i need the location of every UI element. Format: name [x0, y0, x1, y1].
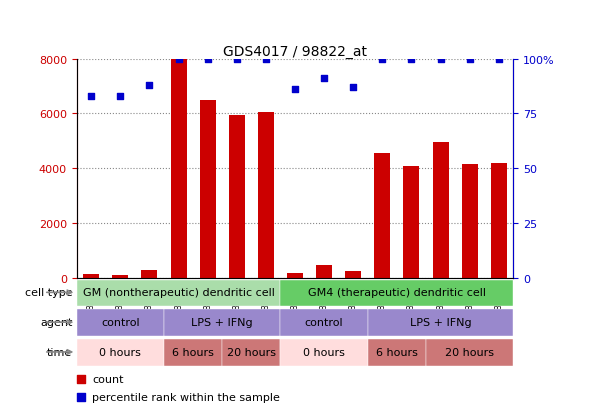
Point — [174, 56, 183, 63]
Bar — [258, 113, 274, 278]
Point — [76, 376, 86, 382]
Text: LPS + IFNg: LPS + IFNg — [409, 317, 471, 328]
Bar — [112, 275, 129, 278]
Bar — [404, 166, 419, 278]
Bar — [280, 339, 368, 366]
Point — [407, 56, 416, 63]
Bar — [83, 274, 99, 278]
Text: GM (nontherapeutic) dendritic cell: GM (nontherapeutic) dendritic cell — [83, 287, 274, 298]
Point — [436, 56, 445, 63]
Bar — [287, 273, 303, 278]
Bar — [345, 271, 361, 278]
Bar — [164, 310, 280, 336]
Bar — [77, 339, 164, 366]
Text: count: count — [92, 374, 123, 384]
Bar — [368, 339, 426, 366]
Text: control: control — [101, 317, 140, 328]
Bar — [461, 165, 478, 278]
Point — [378, 56, 387, 63]
Bar — [280, 280, 513, 306]
Text: 0 hours: 0 hours — [303, 347, 345, 357]
Bar — [229, 116, 245, 278]
Point — [76, 394, 86, 401]
Bar — [432, 143, 448, 278]
Point — [290, 87, 300, 93]
Bar — [316, 265, 332, 278]
Text: GM4 (therapeutic) dendritic cell: GM4 (therapeutic) dendritic cell — [308, 287, 486, 298]
Bar — [280, 310, 368, 336]
Bar — [171, 59, 186, 278]
Point — [232, 56, 241, 63]
Bar — [426, 339, 513, 366]
Point — [116, 93, 125, 100]
Bar — [368, 310, 513, 336]
Bar — [222, 339, 280, 366]
Text: cell type: cell type — [25, 287, 73, 298]
Point — [319, 76, 329, 83]
Bar — [77, 280, 280, 306]
Bar — [164, 339, 222, 366]
Text: 6 hours: 6 hours — [376, 347, 418, 357]
Point — [261, 56, 271, 63]
Point — [349, 85, 358, 91]
Text: 6 hours: 6 hours — [172, 347, 214, 357]
Text: control: control — [305, 317, 343, 328]
Point — [494, 56, 503, 63]
Bar — [491, 164, 507, 278]
Point — [465, 56, 474, 63]
Point — [87, 93, 96, 100]
Point — [145, 83, 154, 89]
Bar — [374, 154, 391, 278]
Text: percentile rank within the sample: percentile rank within the sample — [92, 392, 280, 402]
Text: agent: agent — [40, 317, 73, 328]
Bar — [199, 100, 216, 278]
Bar — [77, 310, 164, 336]
Point — [203, 56, 212, 63]
Title: GDS4017 / 98822_at: GDS4017 / 98822_at — [223, 45, 367, 59]
Text: 20 hours: 20 hours — [445, 347, 494, 357]
Text: LPS + IFNg: LPS + IFNg — [191, 317, 253, 328]
Text: 0 hours: 0 hours — [100, 347, 141, 357]
Text: 20 hours: 20 hours — [227, 347, 276, 357]
Bar — [142, 271, 158, 278]
Text: time: time — [47, 347, 73, 357]
